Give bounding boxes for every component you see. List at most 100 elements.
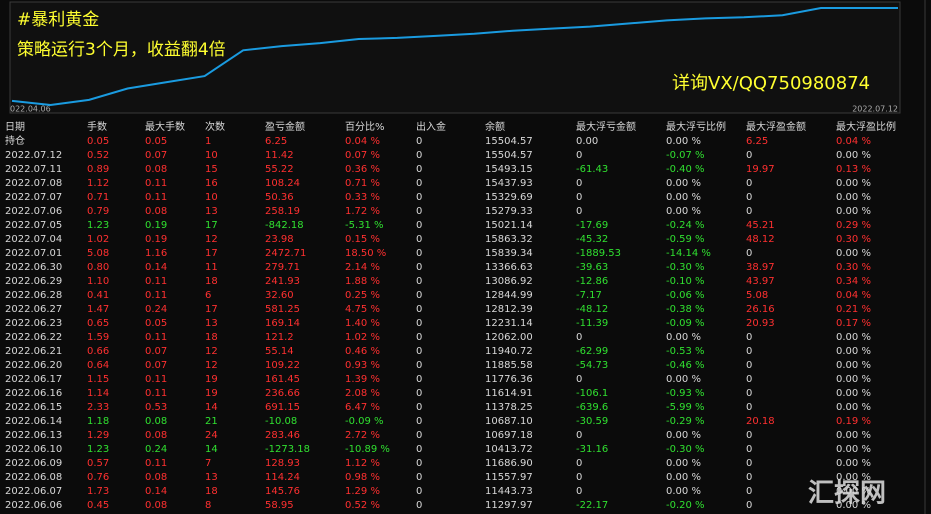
- cell: 0.41: [87, 290, 109, 301]
- cell: 0.00 %: [836, 402, 871, 413]
- cell: 11614.91: [485, 388, 533, 399]
- cell: 21: [205, 416, 218, 427]
- cell: 0.11: [145, 374, 167, 385]
- cell: 8: [205, 500, 211, 511]
- cell: 0.00 %: [666, 206, 701, 217]
- column-header: 余额: [485, 120, 505, 133]
- cell: 12812.39: [485, 304, 533, 315]
- cell: 16: [205, 178, 218, 189]
- cell: -5.31 %: [345, 220, 384, 231]
- cell: 20.18: [746, 416, 775, 427]
- cell: 0.33 %: [345, 192, 380, 203]
- cell: 0.25 %: [345, 290, 380, 301]
- cell: 0.11: [145, 332, 167, 343]
- cell: 0: [416, 304, 422, 315]
- cell: 13: [205, 206, 218, 217]
- row-date: 2022.06.09: [5, 458, 62, 469]
- cell: 0.00 %: [666, 178, 701, 189]
- cell: 0.00 %: [836, 206, 871, 217]
- cell: 15437.93: [485, 178, 533, 189]
- cell: 0.64: [87, 360, 109, 371]
- cell: 0.05: [87, 136, 109, 147]
- row-date: 2022.07.05: [5, 220, 62, 231]
- cell: 1.23: [87, 220, 109, 231]
- cell: 0: [746, 402, 752, 413]
- cell: 1.12: [87, 178, 109, 189]
- column-header: 手数: [87, 120, 107, 133]
- cell: 0.36 %: [345, 164, 380, 175]
- cell: 43.97: [746, 276, 775, 287]
- cell: 0.00 %: [666, 136, 701, 147]
- cell: 0.93 %: [345, 360, 380, 371]
- cell: 0: [746, 486, 752, 497]
- cell: -0.59 %: [666, 234, 705, 245]
- cell: 0: [746, 206, 752, 217]
- cell: 15279.33: [485, 206, 533, 217]
- cell: 1.72 %: [345, 206, 380, 217]
- cell: 0.08: [145, 500, 167, 511]
- cell: -48.12: [576, 304, 608, 315]
- cell: 48.12: [746, 234, 775, 245]
- cell: 12844.99: [485, 290, 533, 301]
- cell: 0.13 %: [836, 164, 871, 175]
- column-header: 最大浮亏金额: [576, 120, 636, 133]
- cell: 1.16: [145, 248, 167, 259]
- cell: 55.22: [265, 164, 294, 175]
- cell: 0: [416, 136, 422, 147]
- cell: -30.59: [576, 416, 608, 427]
- x-end-label: 2022.07.12: [852, 105, 898, 114]
- cell: 0.15 %: [345, 234, 380, 245]
- cell: 2.72 %: [345, 430, 380, 441]
- cell: -7.17: [576, 290, 602, 301]
- cell: -12.86: [576, 276, 608, 287]
- cell: 0.00 %: [836, 150, 871, 161]
- cell: 0: [416, 500, 422, 511]
- cell: 2.14 %: [345, 262, 380, 273]
- cell: 0.11: [145, 290, 167, 301]
- cell: 2.08 %: [345, 388, 380, 399]
- cell: 0: [416, 290, 422, 301]
- cell: 10: [205, 192, 218, 203]
- cell: 0.05: [145, 136, 167, 147]
- cell: 0: [416, 388, 422, 399]
- cell: 6.47 %: [345, 402, 380, 413]
- cell: 15504.57: [485, 136, 533, 147]
- cell: 11: [205, 262, 218, 273]
- cell: -1273.18: [265, 444, 310, 455]
- row-date: 2022.06.06: [5, 500, 62, 511]
- cell: 0: [416, 150, 422, 161]
- cell: 12: [205, 360, 218, 371]
- cell: -0.24 %: [666, 220, 705, 231]
- row-date: 2022.06.28: [5, 290, 62, 301]
- cell: 114.24: [265, 472, 300, 483]
- cell: -0.07 %: [666, 150, 705, 161]
- cell: 11686.90: [485, 458, 533, 469]
- cell: 0: [416, 164, 422, 175]
- cell: 0.29 %: [836, 220, 871, 231]
- cell: 0.53: [145, 402, 167, 413]
- cell: 1.12 %: [345, 458, 380, 469]
- cell: 0.00 %: [836, 458, 871, 469]
- cell: -0.06 %: [666, 290, 705, 301]
- cell: 0: [746, 248, 752, 259]
- cell: 0.24: [145, 304, 167, 315]
- cell: 0.19: [145, 220, 167, 231]
- row-date: 2022.06.23: [5, 318, 62, 329]
- cell: 15863.32: [485, 234, 533, 245]
- cell: -0.29 %: [666, 416, 705, 427]
- cell: 0.00 %: [836, 388, 871, 399]
- cell: 0.04 %: [836, 290, 871, 301]
- cell: 1.47: [87, 304, 109, 315]
- cell: -0.30 %: [666, 444, 705, 455]
- cell: -0.40 %: [666, 164, 705, 175]
- cell: 1.18: [87, 416, 109, 427]
- column-header: 盈亏金额: [265, 120, 305, 133]
- cell: 0.08: [145, 206, 167, 217]
- cell: 11378.25: [485, 402, 533, 413]
- cell: 4.75 %: [345, 304, 380, 315]
- cell: 0.19 %: [836, 416, 871, 427]
- cell: -0.09 %: [345, 416, 384, 427]
- cell: 0.11: [145, 192, 167, 203]
- cell: 0: [746, 444, 752, 455]
- cell: 0.71 %: [345, 178, 380, 189]
